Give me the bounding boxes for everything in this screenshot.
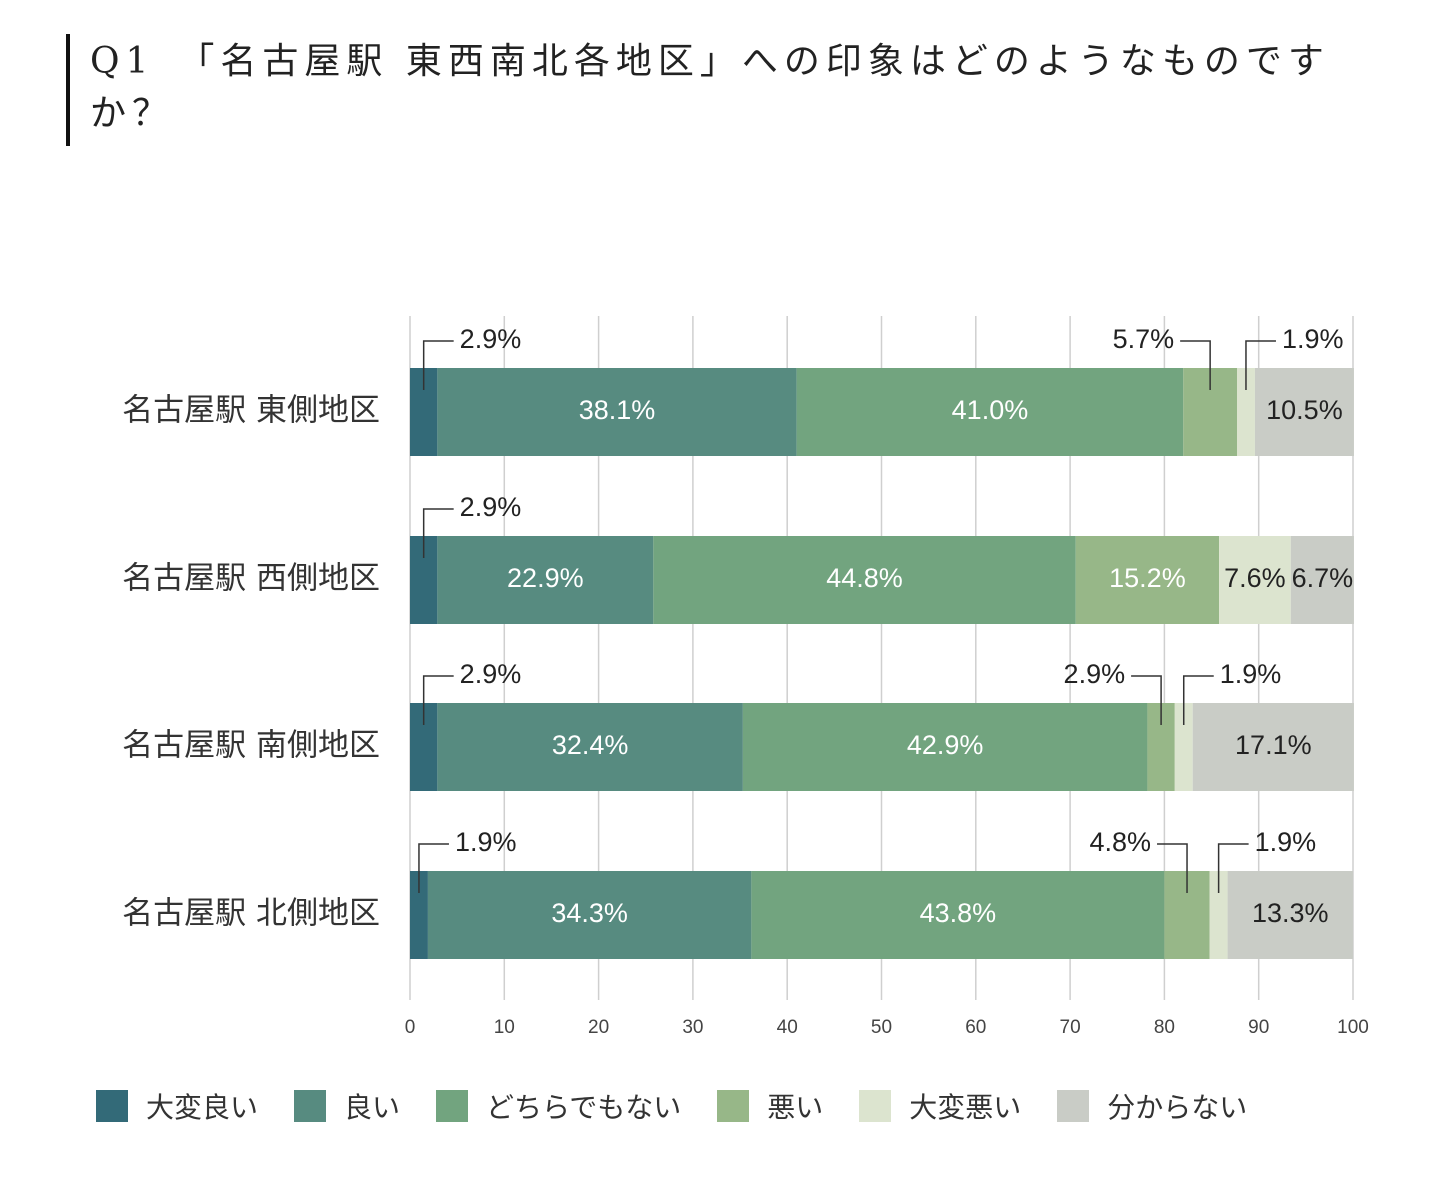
bar-segment	[1075, 536, 1220, 624]
bar-segment	[1174, 703, 1193, 791]
data-label: 1.9%	[1282, 324, 1344, 354]
legend-swatch	[96, 1090, 128, 1122]
legend-label: 大変良い	[146, 1091, 259, 1124]
callout-line	[1245, 340, 1276, 390]
x-tick-label: 10	[494, 1017, 515, 1038]
legend-label: 良い	[344, 1091, 401, 1124]
data-label: 2.9%	[1064, 659, 1126, 689]
data-label: 2.9%	[460, 659, 522, 689]
callout-line	[1182, 675, 1214, 725]
callout-line	[1131, 675, 1162, 725]
legend-item: 大変良い	[96, 1086, 258, 1126]
x-tick-label: 40	[777, 1017, 798, 1038]
category-label: 名古屋駅 東側地区	[122, 393, 380, 429]
x-tick-label: 100	[1337, 1017, 1369, 1038]
bar-segment	[1192, 703, 1354, 791]
bar-segment	[1219, 536, 1291, 624]
question-header: Q1 「名古屋駅 東西南北各地区」への印象はどのようなものですか？	[66, 34, 1386, 146]
data-label: 6.7%	[1292, 563, 1354, 593]
bar-segment	[1290, 536, 1354, 624]
callout-line	[422, 675, 454, 725]
data-label: 32.4%	[552, 730, 629, 760]
data-label: 1.9%	[455, 827, 517, 857]
legend-label: どちらでもない	[486, 1091, 682, 1124]
legend-item: どちらでもない	[436, 1086, 681, 1126]
bar-segment	[1237, 368, 1255, 456]
callout-line	[418, 843, 449, 893]
data-label: 5.7%	[1113, 324, 1175, 354]
x-tick-label: 50	[871, 1017, 892, 1038]
bar-segment	[751, 871, 1165, 959]
callout-line	[1180, 340, 1211, 390]
bar-segment	[1209, 871, 1228, 959]
x-tick-label: 70	[1060, 1017, 1081, 1038]
data-label: 1.9%	[1255, 827, 1317, 857]
chart-legend: 大変良い 良い どちらでもない 悪い 大変悪い 分からない	[96, 1086, 1283, 1126]
category-label: 名古屋駅 南側地区	[122, 728, 380, 764]
bar-segment	[1227, 871, 1353, 959]
data-label: 42.9%	[907, 730, 984, 760]
legend-swatch	[717, 1090, 750, 1122]
data-label: 1.9%	[1220, 659, 1282, 689]
legend-item: 悪い	[717, 1086, 823, 1126]
legend-item: 大変悪い	[859, 1086, 1021, 1126]
callout-line	[1157, 843, 1188, 893]
legend-swatch	[436, 1090, 469, 1122]
callout-line	[1217, 843, 1249, 893]
data-label: 17.1%	[1235, 730, 1312, 760]
data-label: 15.2%	[1109, 563, 1186, 593]
legend-swatch	[859, 1090, 892, 1122]
legend-label: 分からない	[1107, 1091, 1248, 1124]
data-label: 43.8%	[920, 898, 997, 928]
data-label: 38.1%	[579, 395, 656, 425]
legend-label: 大変悪い	[909, 1091, 1022, 1124]
bar-segment	[410, 871, 428, 959]
legend-swatch	[294, 1090, 327, 1122]
data-label: 22.9%	[507, 563, 584, 593]
legend-label: 悪い	[767, 1091, 824, 1124]
bar-segment	[437, 703, 743, 791]
x-tick-label: 80	[1154, 1017, 1175, 1038]
x-tick-label: 0	[405, 1017, 416, 1038]
bar-segment	[796, 368, 1184, 456]
bar-segment	[437, 536, 654, 624]
data-label: 2.9%	[460, 324, 522, 354]
callout-line	[422, 340, 454, 390]
bar-segment	[437, 368, 797, 456]
category-label: 名古屋駅 北側地区	[122, 896, 380, 932]
question-title: Q1 「名古屋駅 東西南北各地区」への印象はどのようなものですか？	[90, 41, 1330, 134]
data-label: 34.3%	[551, 898, 628, 928]
callout-line	[422, 508, 454, 558]
bar-segment	[742, 703, 1148, 791]
data-label: 2.9%	[460, 492, 522, 522]
data-label: 4.8%	[1089, 827, 1151, 857]
bar-segment	[653, 536, 1076, 624]
legend-swatch	[1057, 1090, 1090, 1122]
data-label: 44.8%	[826, 563, 903, 593]
bar-segment	[1254, 368, 1354, 456]
data-label: 10.5%	[1266, 395, 1343, 425]
legend-item: 良い	[294, 1086, 400, 1126]
data-label: 7.6%	[1224, 563, 1286, 593]
x-tick-label: 60	[965, 1017, 986, 1038]
data-label: 41.0%	[952, 395, 1029, 425]
data-label: 13.3%	[1252, 898, 1329, 928]
legend-item: 分からない	[1057, 1086, 1247, 1126]
x-tick-label: 30	[682, 1017, 703, 1038]
x-tick-label: 20	[588, 1017, 609, 1038]
bar-segment	[427, 871, 752, 959]
category-label: 名古屋駅 西側地区	[122, 561, 380, 597]
x-tick-label: 90	[1248, 1017, 1269, 1038]
